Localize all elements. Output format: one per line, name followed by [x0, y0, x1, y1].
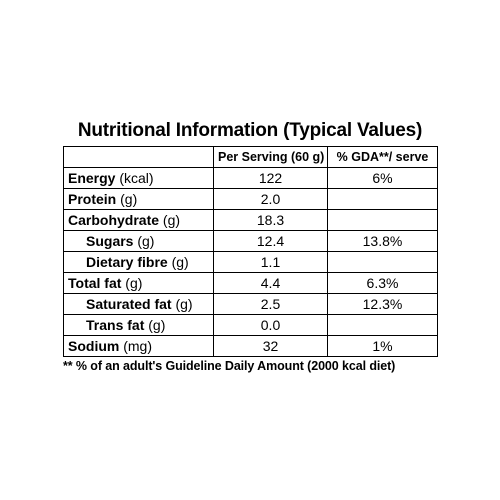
table-row: Sugars (g) 12.4 13.8% [63, 230, 438, 252]
nutrient-cell: Saturated fat (g) [63, 293, 214, 315]
nutrient-cell: Dietary fibre (g) [63, 251, 214, 273]
nutrient-name: Sodium [68, 338, 120, 354]
nutrient-name: Protein [68, 191, 117, 207]
table-header-row: Per Serving (60 g) % GDA**/ serve [63, 146, 438, 168]
per-serving-value: 2.5 [213, 293, 328, 315]
table-row: Carbohydrate (g) 18.3 [63, 209, 438, 231]
nutrient-unit: (g) [121, 275, 143, 291]
nutrition-panel: Nutritional Information (Typical Values)… [63, 118, 438, 373]
gda-value: 6.3% [327, 272, 438, 294]
table-row: Dietary fibre (g) 1.1 [63, 251, 438, 273]
nutrient-unit: (kcal) [115, 170, 154, 186]
header-per-serving: Per Serving (60 g) [213, 146, 328, 168]
nutrient-cell: Energy (kcal) [63, 167, 214, 189]
per-serving-value: 122 [213, 167, 328, 189]
per-serving-value: 0.0 [213, 314, 328, 336]
per-serving-value: 1.1 [213, 251, 328, 273]
nutrient-cell: Total fat (g) [63, 272, 214, 294]
nutrient-name: Total fat [68, 275, 122, 291]
nutrient-unit: (g) [144, 317, 166, 333]
nutrient-unit: (g) [159, 212, 181, 228]
gda-value [327, 314, 438, 336]
per-serving-value: 18.3 [213, 209, 328, 231]
nutrient-cell: Trans fat (g) [63, 314, 214, 336]
nutrient-name: Carbohydrate [68, 212, 160, 228]
gda-value: 13.8% [327, 230, 438, 252]
gda-value: 1% [327, 335, 438, 357]
gda-value [327, 209, 438, 231]
nutrient-unit: (g) [116, 191, 138, 207]
panel-title: Nutritional Information (Typical Values) [77, 120, 423, 141]
gda-value [327, 188, 438, 210]
per-serving-value: 12.4 [213, 230, 328, 252]
nutrient-name: Energy [68, 170, 116, 186]
nutrient-cell: Sodium (mg) [63, 335, 214, 357]
table-row: Saturated fat (g) 2.5 12.3% [63, 293, 438, 315]
nutrient-name: Sugars [86, 233, 134, 249]
per-serving-value: 32 [213, 335, 328, 357]
gda-value: 12.3% [327, 293, 438, 315]
nutrient-cell: Protein (g) [63, 188, 214, 210]
per-serving-value: 2.0 [213, 188, 328, 210]
table-row: Energy (kcal) 122 6% [63, 167, 438, 189]
per-serving-value: 4.4 [213, 272, 328, 294]
gda-value: 6% [327, 167, 438, 189]
nutrient-name: Saturated fat [86, 296, 172, 312]
header-gda: % GDA**/ serve [327, 146, 438, 168]
nutrient-unit: (g) [133, 233, 155, 249]
nutrition-table: Per Serving (60 g) % GDA**/ serve Energy… [63, 146, 438, 357]
gda-footnote: ** % of an adult's Guideline Daily Amoun… [63, 359, 396, 373]
nutrient-unit: (mg) [119, 338, 153, 354]
table-row: Sodium (mg) 32 1% [63, 335, 438, 357]
nutrient-unit: (g) [171, 296, 193, 312]
header-nutrient [63, 146, 214, 168]
nutrient-name: Trans fat [86, 317, 145, 333]
nutrient-cell: Sugars (g) [63, 230, 214, 252]
nutrient-unit: (g) [167, 254, 189, 270]
nutrient-cell: Carbohydrate (g) [63, 209, 214, 231]
nutrient-name: Dietary fibre [86, 254, 168, 270]
table-row: Total fat (g) 4.4 6.3% [63, 272, 438, 294]
gda-value [327, 251, 438, 273]
table-row: Protein (g) 2.0 [63, 188, 438, 210]
table-row: Trans fat (g) 0.0 [63, 314, 438, 336]
